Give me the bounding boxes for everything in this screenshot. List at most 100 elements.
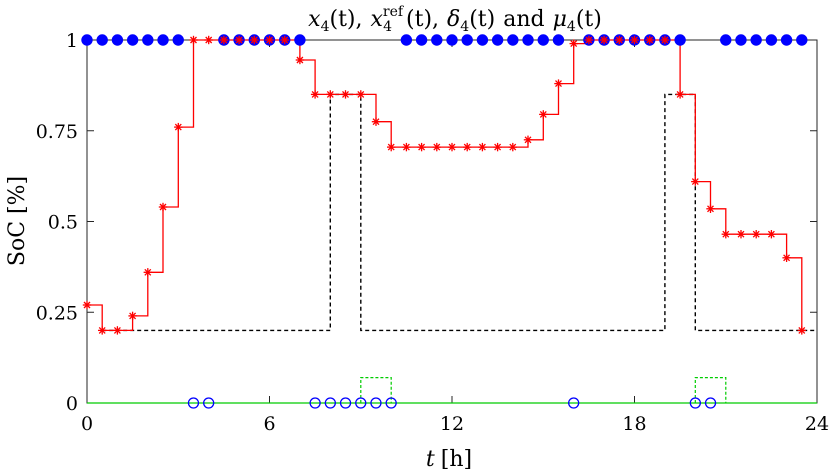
- soc-marker-stroke: [767, 230, 775, 238]
- soc-marker-stroke: [737, 230, 745, 238]
- soc-marker: [326, 90, 335, 99]
- soc-marker-stroke: [661, 36, 669, 44]
- soc-marker-stroke: [585, 36, 593, 44]
- mu-open-marker: [203, 397, 215, 409]
- soc-marker: [630, 35, 639, 45]
- soc-marker: [584, 35, 594, 45]
- soc-marker: [569, 39, 578, 48]
- mu-filled-marker: [400, 34, 413, 46]
- soc-marker: [797, 326, 806, 335]
- title-xref: x: [371, 7, 384, 32]
- soc-marker: [752, 229, 761, 239]
- soc-marker: [615, 35, 624, 45]
- soc-marker: [691, 177, 700, 186]
- mu-filled-marker: [522, 34, 534, 46]
- soc-marker-stroke: [509, 143, 517, 151]
- y-tick-label: 0: [66, 393, 78, 415]
- soc-marker-stroke: [266, 36, 273, 44]
- soc-marker: [417, 142, 426, 152]
- soc-marker: [782, 253, 791, 262]
- mu-open-marker: [355, 397, 367, 409]
- y-tick-label: 0.5: [48, 212, 78, 234]
- mu-filled-marker: [157, 34, 169, 46]
- soc-marker-stroke: [220, 36, 228, 44]
- soc-marker: [295, 55, 305, 65]
- title-delta-arg: (t): [469, 7, 495, 32]
- soc-marker-stroke: [98, 326, 106, 334]
- soc-marker-stroke: [311, 90, 319, 98]
- soc-marker: [143, 268, 153, 277]
- x-axis-label-unit: [h]: [441, 447, 472, 472]
- delta-line: [360, 377, 727, 403]
- soc-marker-stroke: [357, 90, 365, 98]
- mu-filled-marker: [96, 34, 108, 46]
- soc-marker-stroke: [205, 36, 213, 44]
- soc-marker: [706, 204, 715, 214]
- soc-marker-stroke: [646, 36, 654, 44]
- y-tick-label: 0.25: [36, 302, 78, 324]
- soc-marker: [158, 202, 168, 212]
- title-mu-arg: (t): [576, 7, 602, 32]
- x-tick-label: 18: [622, 413, 646, 435]
- soc-marker: [280, 35, 289, 45]
- soc-marker-stroke: [600, 36, 608, 44]
- mu-filled-marker: [765, 34, 778, 46]
- soc-marker-stroke: [402, 143, 410, 151]
- soc-marker-stroke: [783, 254, 791, 262]
- mu-filled-marker: [735, 34, 747, 46]
- mu-open-marker: [324, 397, 336, 409]
- x-tick-label: 6: [263, 413, 275, 435]
- title-mu-sub: 4: [567, 19, 576, 35]
- x-axis-label: t [h]: [426, 447, 472, 472]
- soc-marker: [767, 229, 776, 239]
- soc-marker: [554, 79, 563, 88]
- soc-marker-stroke: [631, 36, 638, 44]
- soc-marker: [523, 135, 533, 145]
- x-axis-label-var: t: [426, 447, 435, 472]
- soc-marker: [539, 110, 548, 119]
- soc-marker: [189, 35, 198, 45]
- soc-marker-stroke: [722, 230, 730, 238]
- mu-filled-marker: [796, 34, 808, 46]
- soc-marker: [402, 142, 411, 152]
- mu-filled-marker: [431, 34, 443, 46]
- x-tick-label: 24: [805, 413, 829, 435]
- mu-open-marker: [568, 397, 580, 409]
- soc-marker: [721, 229, 730, 239]
- title-sep1: ,: [356, 7, 363, 32]
- mu-filled-marker: [674, 34, 686, 46]
- mu-filled-marker: [172, 34, 184, 46]
- x-tick-label: 12: [440, 413, 464, 435]
- soc-marker: [387, 142, 396, 152]
- mu-filled-marker: [720, 34, 732, 46]
- soc-marker-stroke: [798, 326, 806, 334]
- title-delta: δ: [447, 7, 460, 32]
- mu-filled-marker: [491, 34, 504, 46]
- mu-filled-marker: [750, 34, 762, 46]
- soc-marker: [265, 35, 274, 45]
- mu-filled-marker: [126, 34, 139, 46]
- soc-marker-stroke: [463, 143, 471, 151]
- soc-marker-stroke: [448, 143, 456, 151]
- mu-filled-marker: [476, 34, 489, 46]
- soc-marker-stroke: [342, 90, 349, 98]
- soc-marker-stroke: [555, 80, 562, 88]
- mu-open-marker: [309, 397, 321, 409]
- soc-marker-stroke: [418, 143, 426, 151]
- soc-marker: [736, 229, 746, 239]
- soc-marker: [599, 35, 609, 45]
- soc-marker: [310, 90, 320, 99]
- soc-marker-stroke: [524, 136, 532, 144]
- mu-filled-marker: [507, 34, 519, 46]
- soc-marker-stroke: [707, 205, 714, 213]
- soc-marker-stroke: [174, 123, 182, 131]
- soc-marker: [82, 300, 92, 310]
- soc-marker-stroke: [144, 268, 152, 276]
- mu-filled-marker: [552, 34, 565, 46]
- soc-marker-stroke: [676, 90, 684, 98]
- soc-marker-stroke: [615, 36, 623, 44]
- soc-marker: [447, 142, 457, 152]
- title-xref-arg: (t): [406, 7, 432, 32]
- mu-filled-marker: [294, 34, 306, 46]
- soc-marker-stroke: [691, 178, 699, 186]
